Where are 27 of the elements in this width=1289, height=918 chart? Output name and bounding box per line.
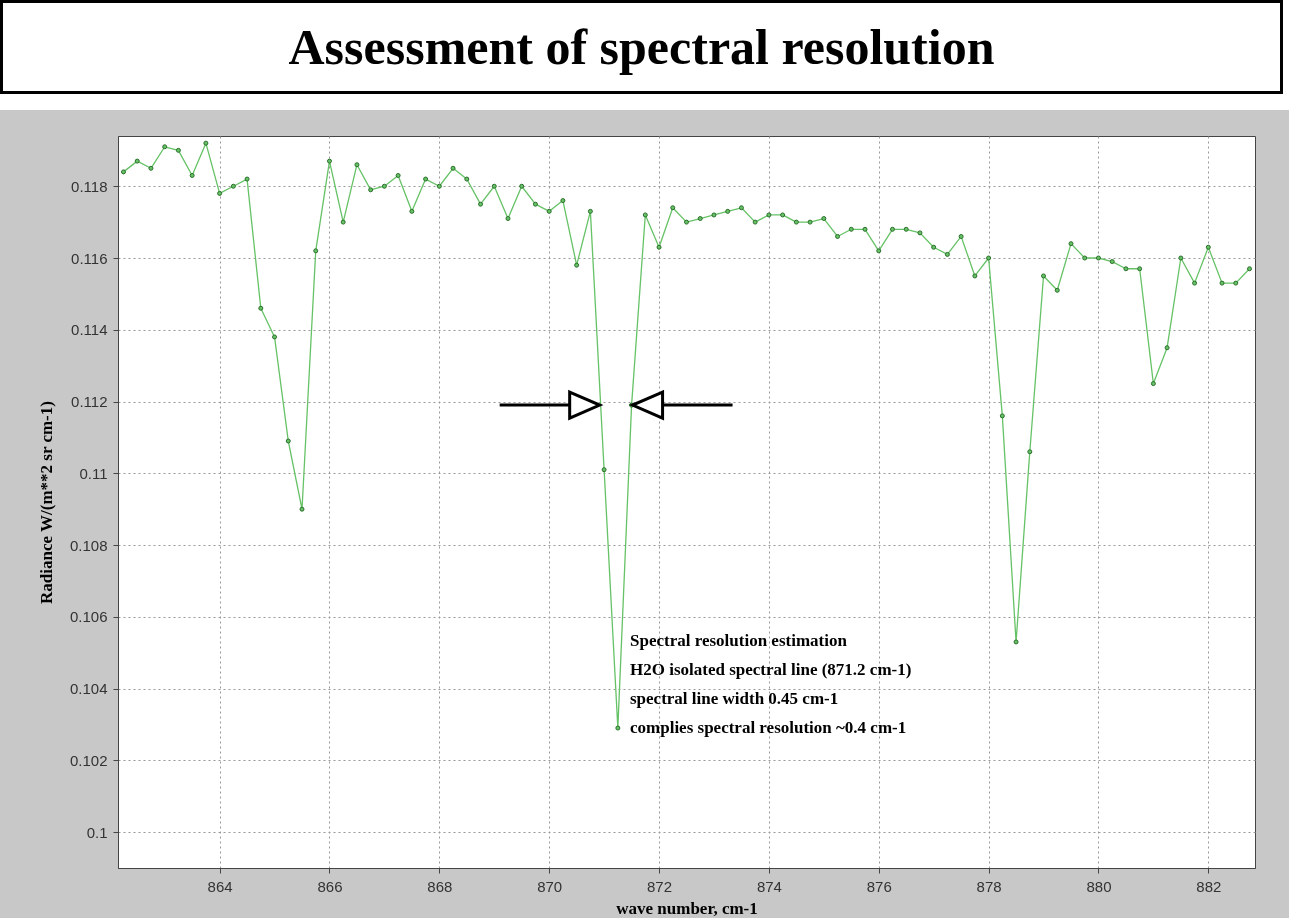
y-tick-label: 0.104 <box>69 680 108 698</box>
y-tick-label: 0.106 <box>69 608 108 626</box>
x-tick-label: 882 <box>1196 877 1222 895</box>
x-tick-label: 868 <box>427 877 453 895</box>
x-tick-label: 864 <box>207 877 233 895</box>
x-tick-label: 880 <box>1086 877 1112 895</box>
annotation: complies spectral resolution ~0.4 cm-1 <box>630 718 907 737</box>
y-tick-label: 0.116 <box>71 249 108 267</box>
y-tick-label: 0.112 <box>71 393 108 411</box>
x-tick-label: 874 <box>756 877 782 895</box>
x-tick-label: 876 <box>866 877 892 895</box>
y-tick-label: 0.11 <box>79 464 108 482</box>
chart-title: Assessment of spectral resolution <box>0 0 1283 94</box>
annotation: spectral line width 0.45 cm-1 <box>630 689 839 708</box>
y-axis-title: Radiance W/(m**2 sr cm-1) <box>36 401 56 604</box>
x-tick-label: 878 <box>976 877 1002 895</box>
x-tick-label: 870 <box>537 877 563 895</box>
x-tick-label: 866 <box>317 877 343 895</box>
y-tick-label: 0.118 <box>71 177 108 195</box>
x-tick-label: 872 <box>647 877 673 895</box>
y-tick-label: 0.1 <box>86 823 108 841</box>
annotation: Spectral resolution estimation <box>630 631 848 650</box>
x-axis-title: wave number, cm-1 <box>616 898 758 918</box>
y-tick-label: 0.114 <box>71 321 108 339</box>
y-tick-label: 0.108 <box>69 536 108 554</box>
y-tick-label: 0.102 <box>69 751 108 769</box>
annotation: H2O isolated spectral line (871.2 cm-1) <box>630 660 912 679</box>
